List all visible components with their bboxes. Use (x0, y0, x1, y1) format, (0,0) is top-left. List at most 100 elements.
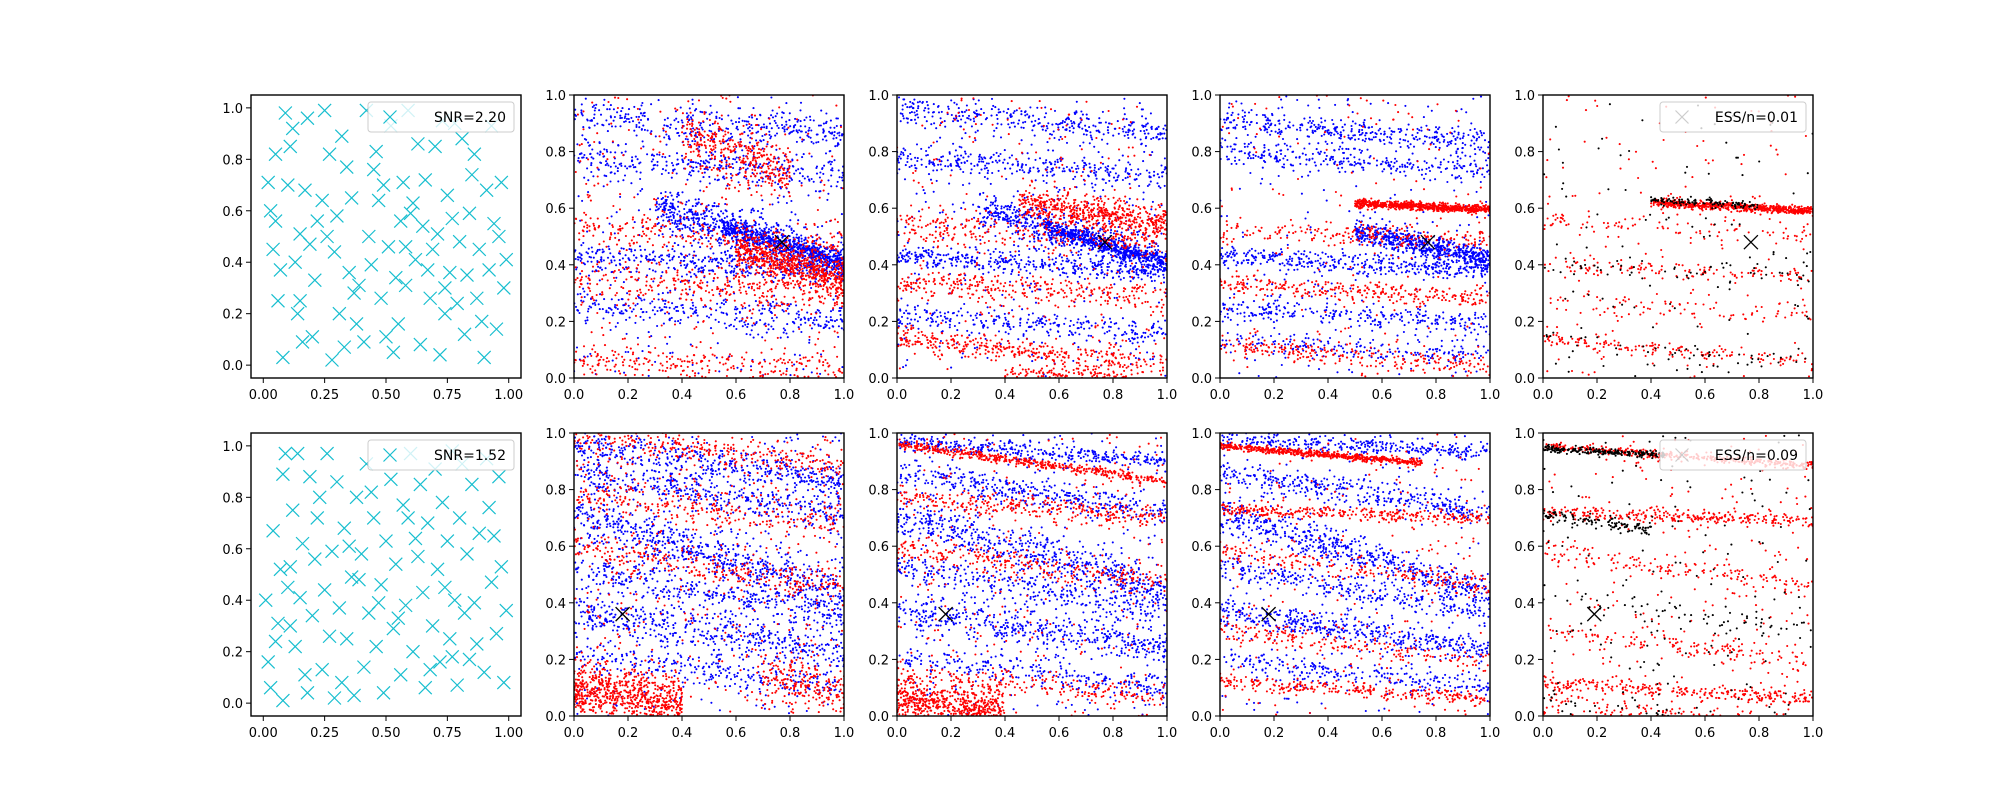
data-point-dot (621, 257, 624, 260)
data-point-dot (829, 316, 832, 319)
data-point-dot (628, 248, 631, 251)
data-point-dot (810, 327, 813, 330)
true-parameter-marker (774, 234, 790, 250)
data-point-dot (666, 342, 669, 345)
data-point-dot (769, 178, 772, 181)
data-point-dot (803, 242, 806, 245)
data-point-dot (738, 311, 741, 314)
data-point-dot (685, 135, 688, 138)
data-point-dot (810, 140, 813, 143)
data-point-dot (650, 160, 653, 163)
data-point-dot (821, 295, 824, 298)
data-point-dot (609, 368, 612, 372)
data-point-dot (574, 217, 577, 220)
data-point-dot (768, 237, 771, 240)
data-point-dot (721, 356, 724, 359)
data-point-dot (763, 264, 766, 267)
data-point-dot (792, 236, 795, 239)
data-point-dot (709, 230, 712, 233)
data-point-dot (772, 271, 775, 274)
data-point-dot (789, 270, 792, 273)
data-point-dot (788, 119, 791, 122)
data-point-dot (659, 277, 662, 280)
data-point-dot (695, 144, 698, 147)
data-point-dot (643, 213, 646, 216)
data-point-dot (661, 280, 664, 283)
data-point-dot (606, 217, 609, 220)
data-point-dot (752, 282, 755, 285)
data-point-dot (668, 154, 671, 158)
data-point-dot (734, 305, 737, 309)
data-point-dot (789, 160, 792, 163)
data-point-dot (681, 289, 684, 292)
data-point-dot (688, 107, 691, 110)
data-point-dot (751, 180, 754, 183)
data-point-dot (694, 266, 697, 269)
data-point-dot (772, 275, 775, 278)
data-point-dot (648, 359, 651, 362)
data-point-dot (751, 229, 754, 232)
data-point-dot (836, 245, 839, 248)
data-point-dot (695, 276, 698, 279)
data-point-dot (781, 163, 784, 166)
data-point-dot (817, 124, 821, 127)
data-point-dot (785, 367, 788, 370)
data-point-dot (624, 150, 627, 153)
data-point-dot (818, 258, 821, 262)
data-point-dot (779, 261, 782, 264)
data-point-dot (679, 261, 682, 264)
data-point-dot (689, 133, 693, 136)
data-point-dot (831, 169, 834, 172)
data-point-dot (635, 256, 638, 259)
data-point-dot (647, 360, 650, 364)
data-point-dot (614, 294, 617, 297)
data-point-dot (799, 251, 802, 254)
data-point-dot (822, 268, 825, 271)
data-point-x-marker (268, 214, 283, 228)
data-point-dot (816, 372, 819, 375)
data-point-dot (746, 270, 749, 273)
data-point-dot (671, 351, 674, 354)
data-point-dot (770, 348, 773, 351)
data-point-dot (768, 203, 771, 206)
data-point-dot (765, 234, 768, 237)
data-point-dot (677, 200, 680, 203)
data-point-x-marker (278, 106, 293, 120)
data-point-dot (713, 204, 716, 208)
data-point-dot (606, 368, 609, 371)
data-point-dot (776, 112, 779, 115)
data-point-dot (637, 234, 640, 237)
data-point-x-marker (450, 296, 465, 311)
series-SNR=2.20 (261, 103, 514, 367)
data-point-dot (700, 133, 703, 136)
data-point-dot (762, 164, 765, 167)
data-point-dot (794, 251, 797, 254)
data-point-dot (686, 235, 690, 238)
data-point-dot (671, 203, 674, 206)
data-point-dot (701, 216, 704, 220)
data-point-dot (647, 374, 650, 377)
data-point-dot (834, 254, 837, 257)
data-point-dot (744, 251, 747, 255)
data-point-dot (618, 225, 622, 228)
data-point-dot (737, 181, 740, 184)
data-point-dot (767, 240, 770, 243)
y-tick-label: 1.0 (545, 89, 566, 104)
data-point-dot (761, 240, 764, 243)
data-point-dot (735, 248, 738, 251)
data-point-dot (684, 279, 687, 282)
data-point-dot (610, 261, 613, 264)
data-point-dot (630, 250, 633, 253)
data-point-dot (734, 246, 737, 249)
data-point-dot (589, 217, 592, 220)
data-point-dot (832, 254, 835, 257)
data-point-dot (597, 303, 600, 306)
data-point-dot (640, 221, 644, 224)
data-point-dot (808, 152, 811, 155)
data-point-dot (645, 358, 648, 361)
data-point-dot (751, 168, 754, 171)
data-point-dot (590, 306, 593, 309)
data-point-dot (838, 282, 841, 285)
data-point-dot (647, 345, 650, 348)
data-point-dot (798, 272, 801, 275)
